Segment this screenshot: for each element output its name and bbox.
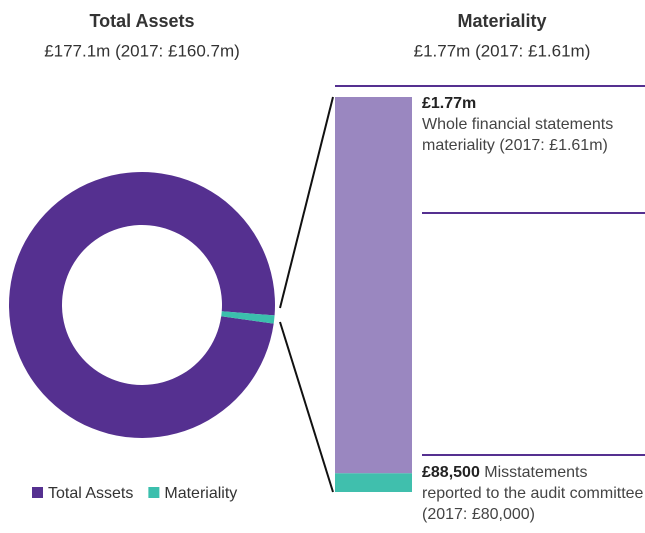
pie-slice <box>8 172 275 439</box>
legend-label: Materiality <box>164 485 237 502</box>
chart-subtitle: £177.1m (2017: £160.7m) <box>44 41 240 60</box>
value-label: £88,500 <box>422 464 480 481</box>
bar-segment <box>335 473 412 492</box>
legend-swatch <box>148 487 160 498</box>
value-label: £1.77m <box>422 95 477 112</box>
description: Whole financial statements materiality (… <box>422 116 614 154</box>
pie-slice <box>221 311 275 324</box>
legend-swatch <box>32 487 43 498</box>
annotation: £1.77m Whole financial statements materi… <box>422 93 617 156</box>
chart-title: Total Assets <box>89 11 194 31</box>
legend-label: Total Assets <box>48 485 133 502</box>
annotation: £88,500 Misstatements reported to the au… <box>422 462 644 525</box>
connector <box>279 96 334 309</box>
connector <box>279 321 334 493</box>
bar-segment <box>335 97 412 474</box>
chart-subtitle: £1.77m (2017: £1.61m) <box>414 41 591 60</box>
chart-title: Materiality <box>457 11 546 31</box>
description: Misstatements reported to the audit comm… <box>422 464 644 523</box>
